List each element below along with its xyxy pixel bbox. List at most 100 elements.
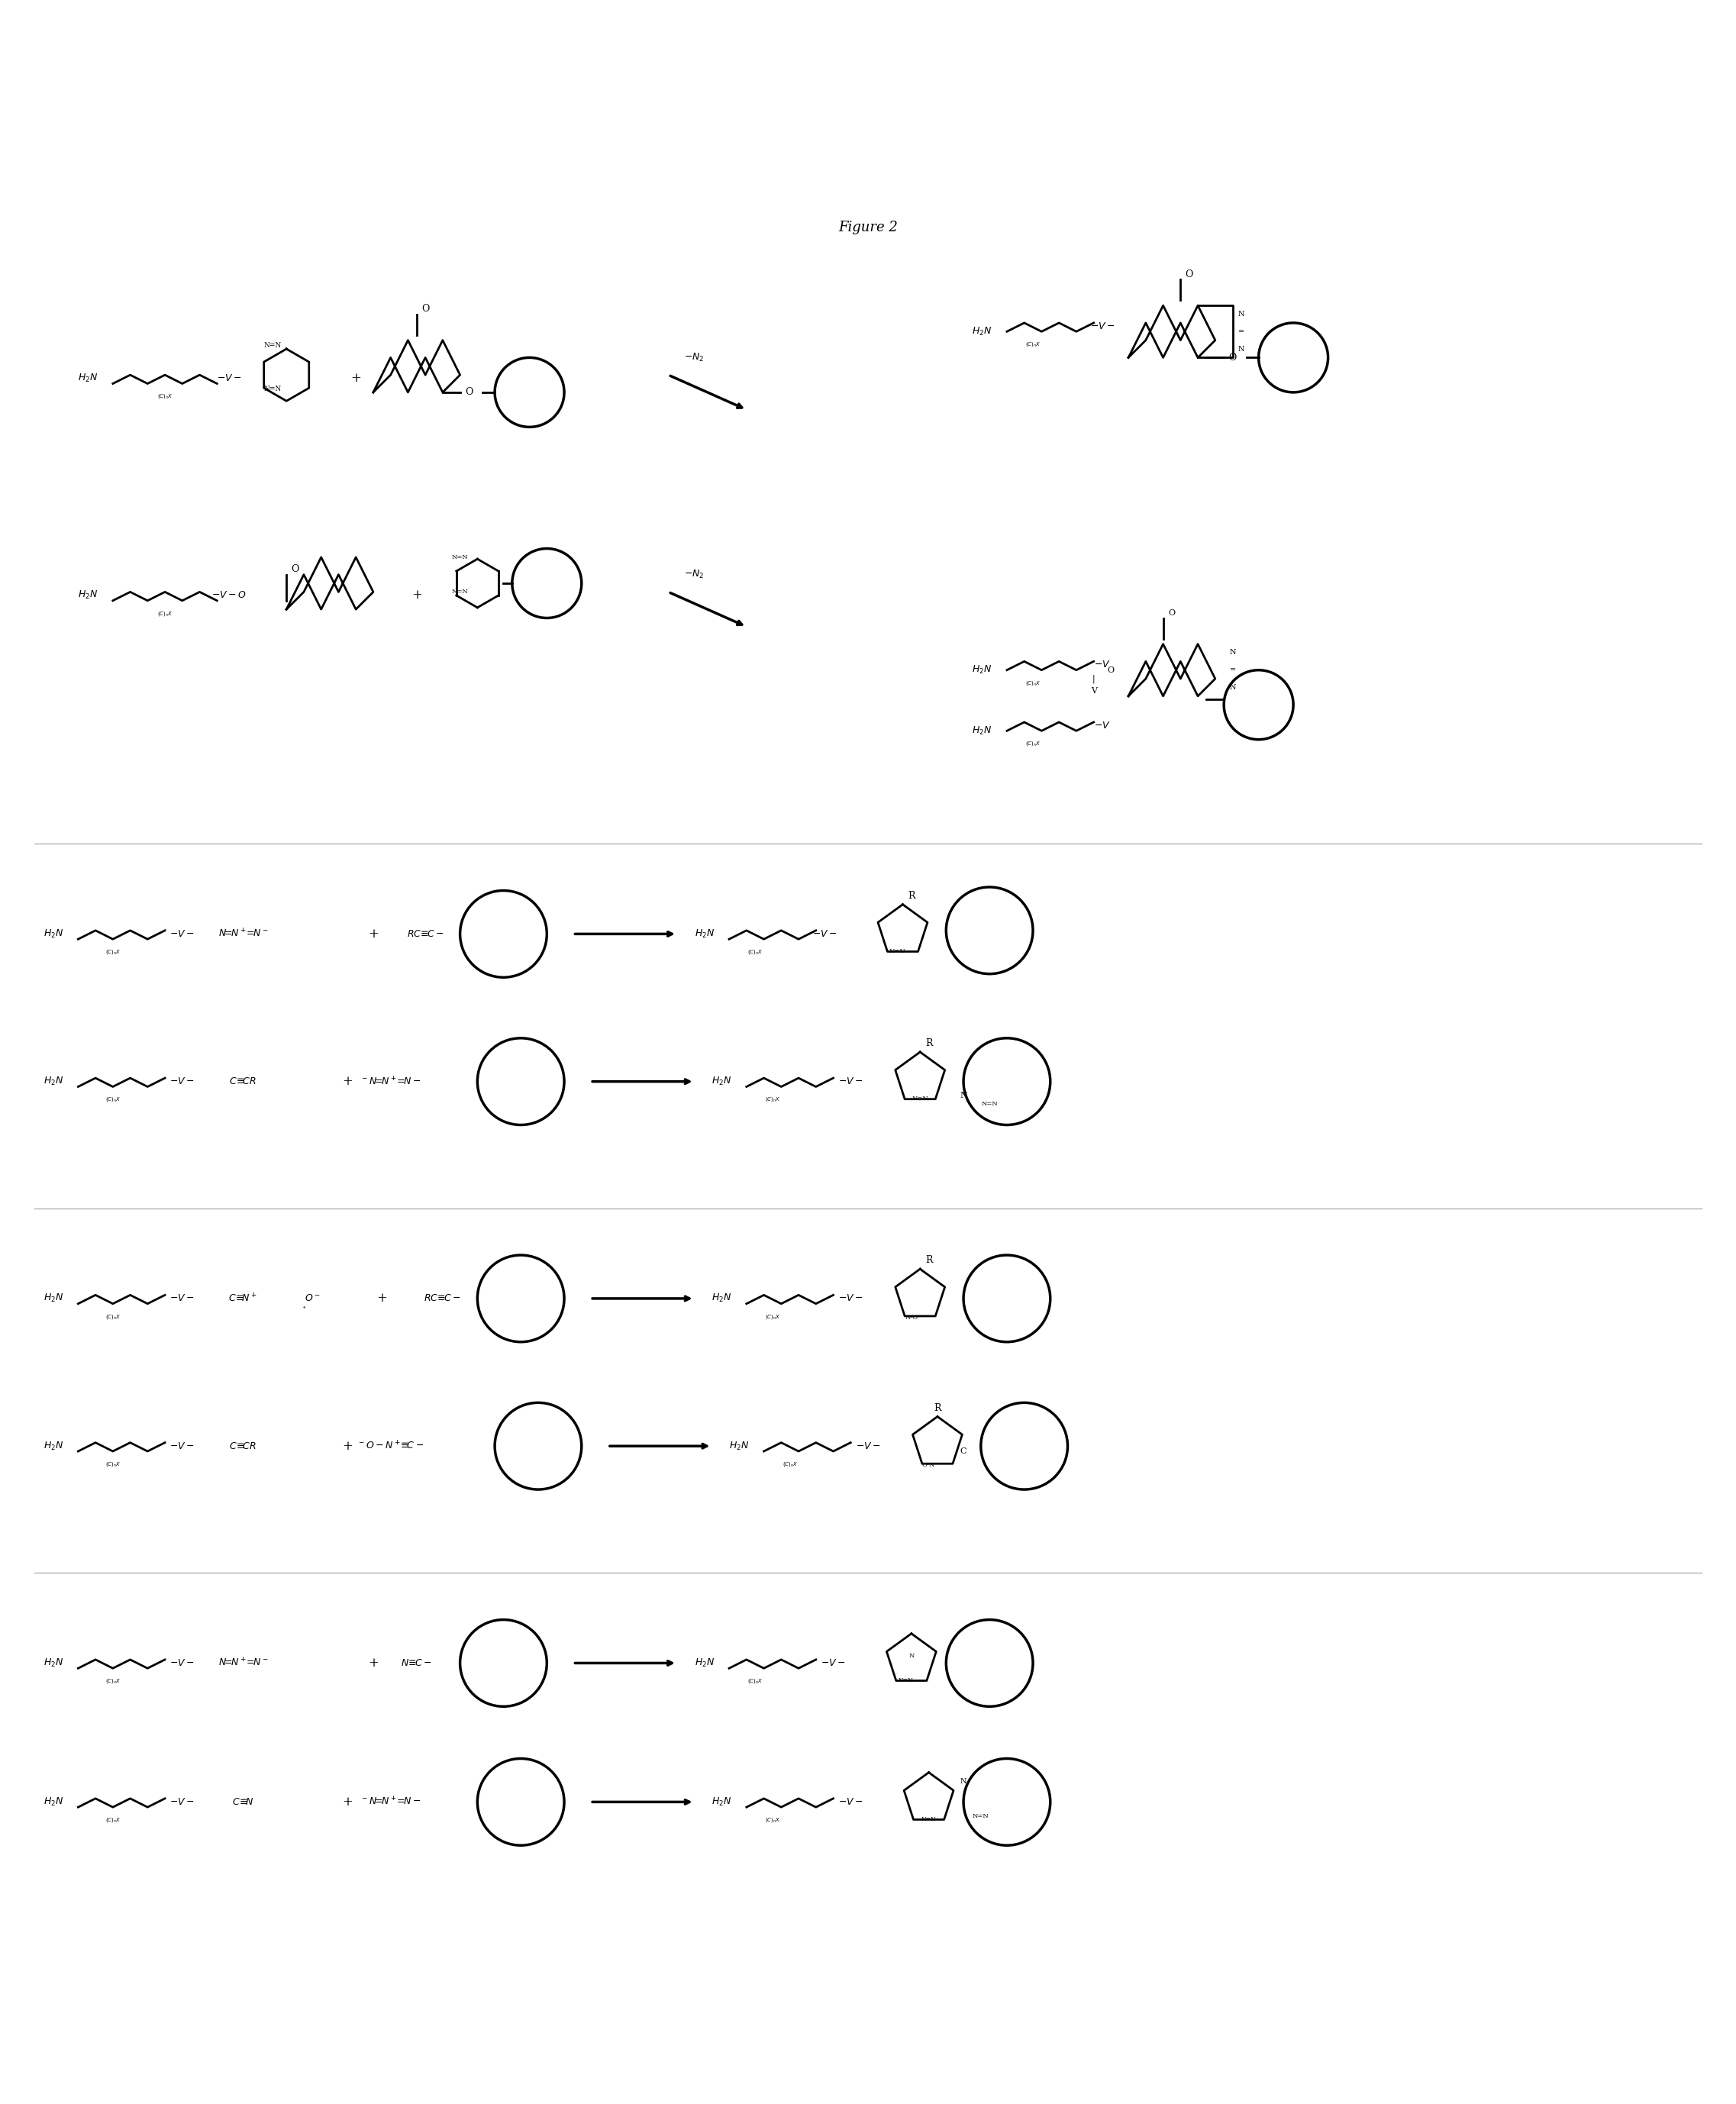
Text: $C\!\equiv\!\!CR$: $C\!\equiv\!\!CR$ (229, 1077, 257, 1086)
Text: $-N_2$: $-N_2$ (684, 351, 705, 364)
Text: O: O (1186, 269, 1193, 280)
Text: $_{(C)_{n}X}$: $_{(C)_{n}X}$ (106, 1460, 120, 1469)
Text: O: O (292, 564, 299, 574)
Text: O: O (465, 387, 472, 398)
Text: $H_2N$: $H_2N$ (78, 372, 99, 385)
Text: $H_2N$: $H_2N$ (43, 928, 64, 940)
Text: $_{(C)_{n}X}$: $_{(C)_{n}X}$ (106, 1096, 120, 1105)
Text: N: N (1229, 684, 1236, 690)
Text: $_{(C)_{n}X}$: $_{(C)_{n}X}$ (1026, 341, 1040, 349)
Text: $_{(C)_{n}X}$: $_{(C)_{n}X}$ (1026, 741, 1040, 749)
Text: $-V-$: $-V-$ (838, 1077, 863, 1086)
Text: N=N: N=N (264, 343, 281, 349)
Text: $H_2N$: $H_2N$ (694, 1658, 715, 1668)
Text: N=N: N=N (972, 1814, 990, 1818)
Text: $-V-$: $-V-$ (170, 1294, 194, 1304)
Text: $_{(C)_{n}X}$: $_{(C)_{n}X}$ (158, 393, 172, 402)
Text: $N\!\!=\!\!N^+\!\!=\!\!N^-$: $N\!\!=\!\!N^+\!\!=\!\!N^-$ (219, 1658, 267, 1668)
Text: $H_2N$: $H_2N$ (78, 589, 99, 602)
Text: $H_2N$: $H_2N$ (43, 1441, 64, 1452)
Text: N: N (960, 1092, 967, 1098)
Text: +: + (368, 1656, 378, 1671)
Text: $C\!\equiv\!\!N$: $C\!\equiv\!\!N$ (233, 1797, 253, 1807)
Text: $_{(C)_{n}X}$: $_{(C)_{n}X}$ (106, 1677, 120, 1687)
Text: $-V-$: $-V-$ (170, 1441, 194, 1452)
Text: N: N (1229, 650, 1236, 656)
Text: $H_2N$: $H_2N$ (729, 1441, 750, 1452)
Text: R: R (925, 1039, 932, 1048)
Text: $RC\!\equiv\!\!C-$: $RC\!\equiv\!\!C-$ (424, 1294, 462, 1304)
Text: $H_2N$: $H_2N$ (43, 1292, 64, 1304)
Text: $^-N\!\!=\!\!N^+\!\!=\!\!N-$: $^-N\!\!=\!\!N^+\!\!=\!\!N-$ (361, 1075, 420, 1088)
Text: $-V-$: $-V-$ (821, 1658, 845, 1668)
Text: $-V-$: $-V-$ (812, 930, 837, 938)
Text: $_{(C)_{n}X}$: $_{(C)_{n}X}$ (106, 1313, 120, 1321)
Text: +: + (342, 1439, 352, 1452)
Text: $-V-$: $-V-$ (838, 1294, 863, 1304)
Text: N=N: N=N (922, 1816, 936, 1822)
Text: $-V-$: $-V-$ (170, 1077, 194, 1086)
Text: +: + (351, 372, 361, 385)
Text: N: N (960, 1778, 967, 1784)
Text: $O^-$: $O^-$ (304, 1294, 321, 1304)
Text: +: + (342, 1075, 352, 1088)
Text: $H_2N$: $H_2N$ (712, 1292, 733, 1304)
Text: $-V$: $-V$ (1094, 722, 1111, 730)
Text: |: | (1092, 675, 1095, 684)
Text: $_{(C)_{n}X}$: $_{(C)_{n}X}$ (766, 1096, 779, 1105)
Text: $N\!\!=\!\!N^+\!\!=\!\!N^-$: $N\!\!=\!\!N^+\!\!=\!\!N^-$ (219, 928, 267, 940)
Text: $^+$: $^+$ (300, 1307, 307, 1313)
Text: N: N (1238, 345, 1245, 351)
Text: $H_2N$: $H_2N$ (712, 1797, 733, 1807)
Text: $H_2N$: $H_2N$ (972, 326, 993, 337)
Text: +: + (368, 928, 378, 940)
Text: $H_2N$: $H_2N$ (43, 1658, 64, 1668)
Text: $H_2N$: $H_2N$ (43, 1797, 64, 1807)
Text: N: N (908, 1654, 915, 1660)
Text: $^-N\!\!=\!\!N^+\!\!=\!\!N-$: $^-N\!\!=\!\!N^+\!\!=\!\!N-$ (361, 1797, 420, 1807)
Text: N=N: N=N (981, 1100, 998, 1107)
Text: N=N: N=N (889, 949, 906, 955)
Text: $-V-$: $-V-$ (170, 930, 194, 938)
Text: =: = (1238, 328, 1245, 335)
Text: R: R (925, 1256, 932, 1265)
Text: $-V-$: $-V-$ (170, 1797, 194, 1807)
Text: $-V-$: $-V-$ (856, 1441, 880, 1452)
Text: $H_2N$: $H_2N$ (972, 665, 993, 675)
Text: N-O: N-O (904, 1315, 918, 1321)
Text: $-V-$: $-V-$ (217, 372, 241, 383)
Text: O: O (1108, 667, 1115, 673)
Text: $-V$: $-V$ (1094, 661, 1111, 669)
Text: $_{(C)_{n}X}$: $_{(C)_{n}X}$ (748, 1677, 762, 1687)
Text: N=N: N=N (911, 1096, 929, 1102)
Text: N=N: N=N (451, 553, 469, 560)
Text: O: O (1168, 608, 1175, 616)
Text: C: C (960, 1448, 967, 1456)
Text: $C\!\equiv\!\!N^+$: $C\!\equiv\!\!N^+$ (229, 1292, 257, 1304)
Text: $C\!\equiv\!\!CR$: $C\!\equiv\!\!CR$ (229, 1441, 257, 1452)
Text: $H_2N$: $H_2N$ (43, 1075, 64, 1088)
Text: N=N: N=N (264, 385, 281, 391)
Text: $H_2N$: $H_2N$ (712, 1075, 733, 1088)
Text: $H_2N$: $H_2N$ (694, 928, 715, 940)
Text: $_{(C)_{n}X}$: $_{(C)_{n}X}$ (106, 949, 120, 957)
Text: Figure 2: Figure 2 (838, 221, 898, 234)
Text: $RC\!\equiv\!\!C-$: $RC\!\equiv\!\!C-$ (406, 930, 444, 938)
Text: $_{(C)_{n}X}$: $_{(C)_{n}X}$ (106, 1816, 120, 1826)
Text: =: = (1229, 667, 1236, 673)
Text: $_{(C)_{n}X}$: $_{(C)_{n}X}$ (748, 949, 762, 957)
Text: O: O (1229, 353, 1236, 362)
Text: $-N_2$: $-N_2$ (684, 568, 705, 581)
Text: +: + (411, 589, 422, 602)
Text: $-V-O$: $-V-O$ (212, 591, 247, 600)
Text: $_{(C)_{n}X}$: $_{(C)_{n}X}$ (766, 1816, 779, 1826)
Text: N: N (1238, 311, 1245, 318)
Text: $-V-$: $-V-$ (1090, 322, 1115, 330)
Text: $_{(C)_{n}X}$: $_{(C)_{n}X}$ (783, 1460, 797, 1469)
Text: O: O (422, 303, 429, 313)
Text: V: V (1090, 688, 1097, 694)
Text: O-N: O-N (922, 1462, 936, 1469)
Text: $^-O-N^+\!\!\equiv\!\!C-$: $^-O-N^+\!\!\equiv\!\!C-$ (358, 1441, 424, 1452)
Text: R: R (934, 1403, 941, 1414)
Text: $-V-$: $-V-$ (170, 1658, 194, 1668)
